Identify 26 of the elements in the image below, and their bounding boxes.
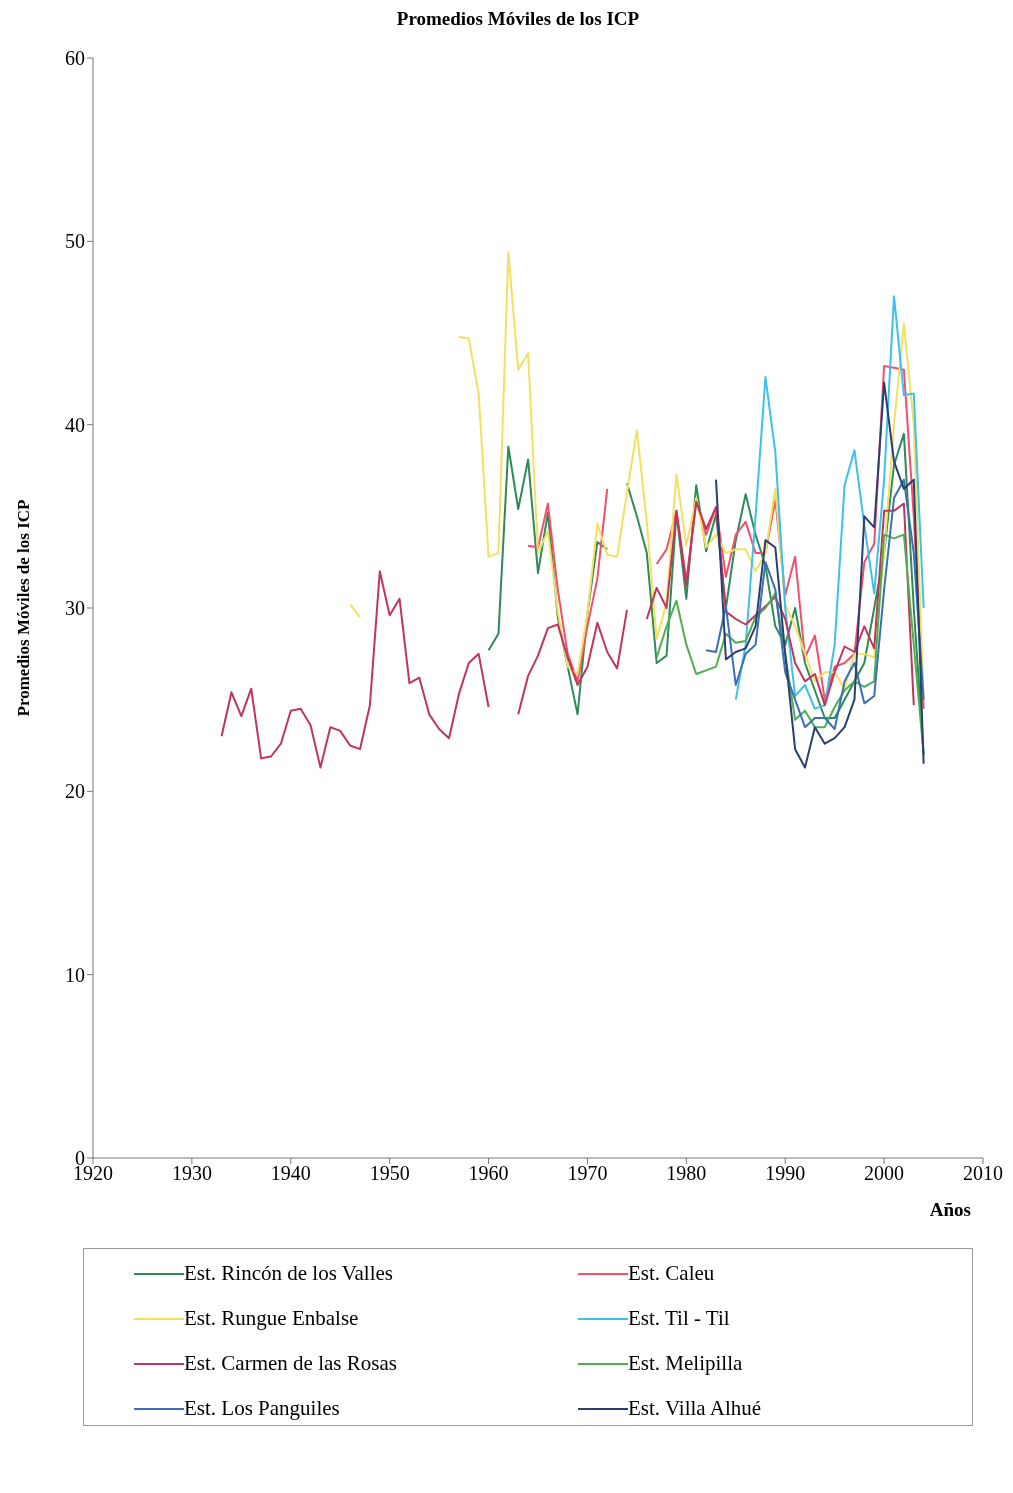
x-tick-label: 1980 — [666, 1162, 707, 1185]
y-tick-label: 40 — [65, 413, 85, 436]
x-axis-title: Años — [929, 1199, 971, 1220]
legend-label: Est. Villa Alhué — [628, 1396, 762, 1421]
y-tick-label: 30 — [65, 597, 85, 620]
legend-label: Est. Til - Til — [628, 1306, 730, 1331]
x-tick-label: 2000 — [864, 1162, 905, 1185]
y-tick-label: 20 — [65, 780, 85, 803]
legend-label: Est. Caleu — [628, 1261, 715, 1286]
legend-label: Est. Melipilla — [628, 1351, 743, 1376]
x-tick-label: 1990 — [765, 1162, 806, 1185]
x-tick-label: 1960 — [468, 1162, 509, 1185]
y-tick-label: 10 — [65, 963, 85, 986]
legend-label: Est. Carmen de las Rosas — [184, 1351, 397, 1376]
legend-label: Est. Los Panguiles — [184, 1396, 340, 1421]
x-tick-label: 1950 — [369, 1162, 410, 1185]
legend-label: Est. Rungue Enbalse — [184, 1306, 359, 1331]
y-axis-title: Promedios Móviles de los ICP — [14, 499, 34, 717]
chart-title: Promedios Móviles de los ICP — [395, 8, 641, 31]
legend-label: Est. Rincón de los Valles — [184, 1261, 394, 1286]
x-tick-label: 1940 — [270, 1162, 311, 1185]
y-tick-label: 50 — [65, 230, 85, 253]
y-tick-label: 60 — [65, 47, 85, 70]
x-tick-label: 2010 — [963, 1162, 1003, 1185]
x-tick-label: 1970 — [567, 1162, 608, 1185]
x-tick-label: 1930 — [171, 1162, 212, 1185]
